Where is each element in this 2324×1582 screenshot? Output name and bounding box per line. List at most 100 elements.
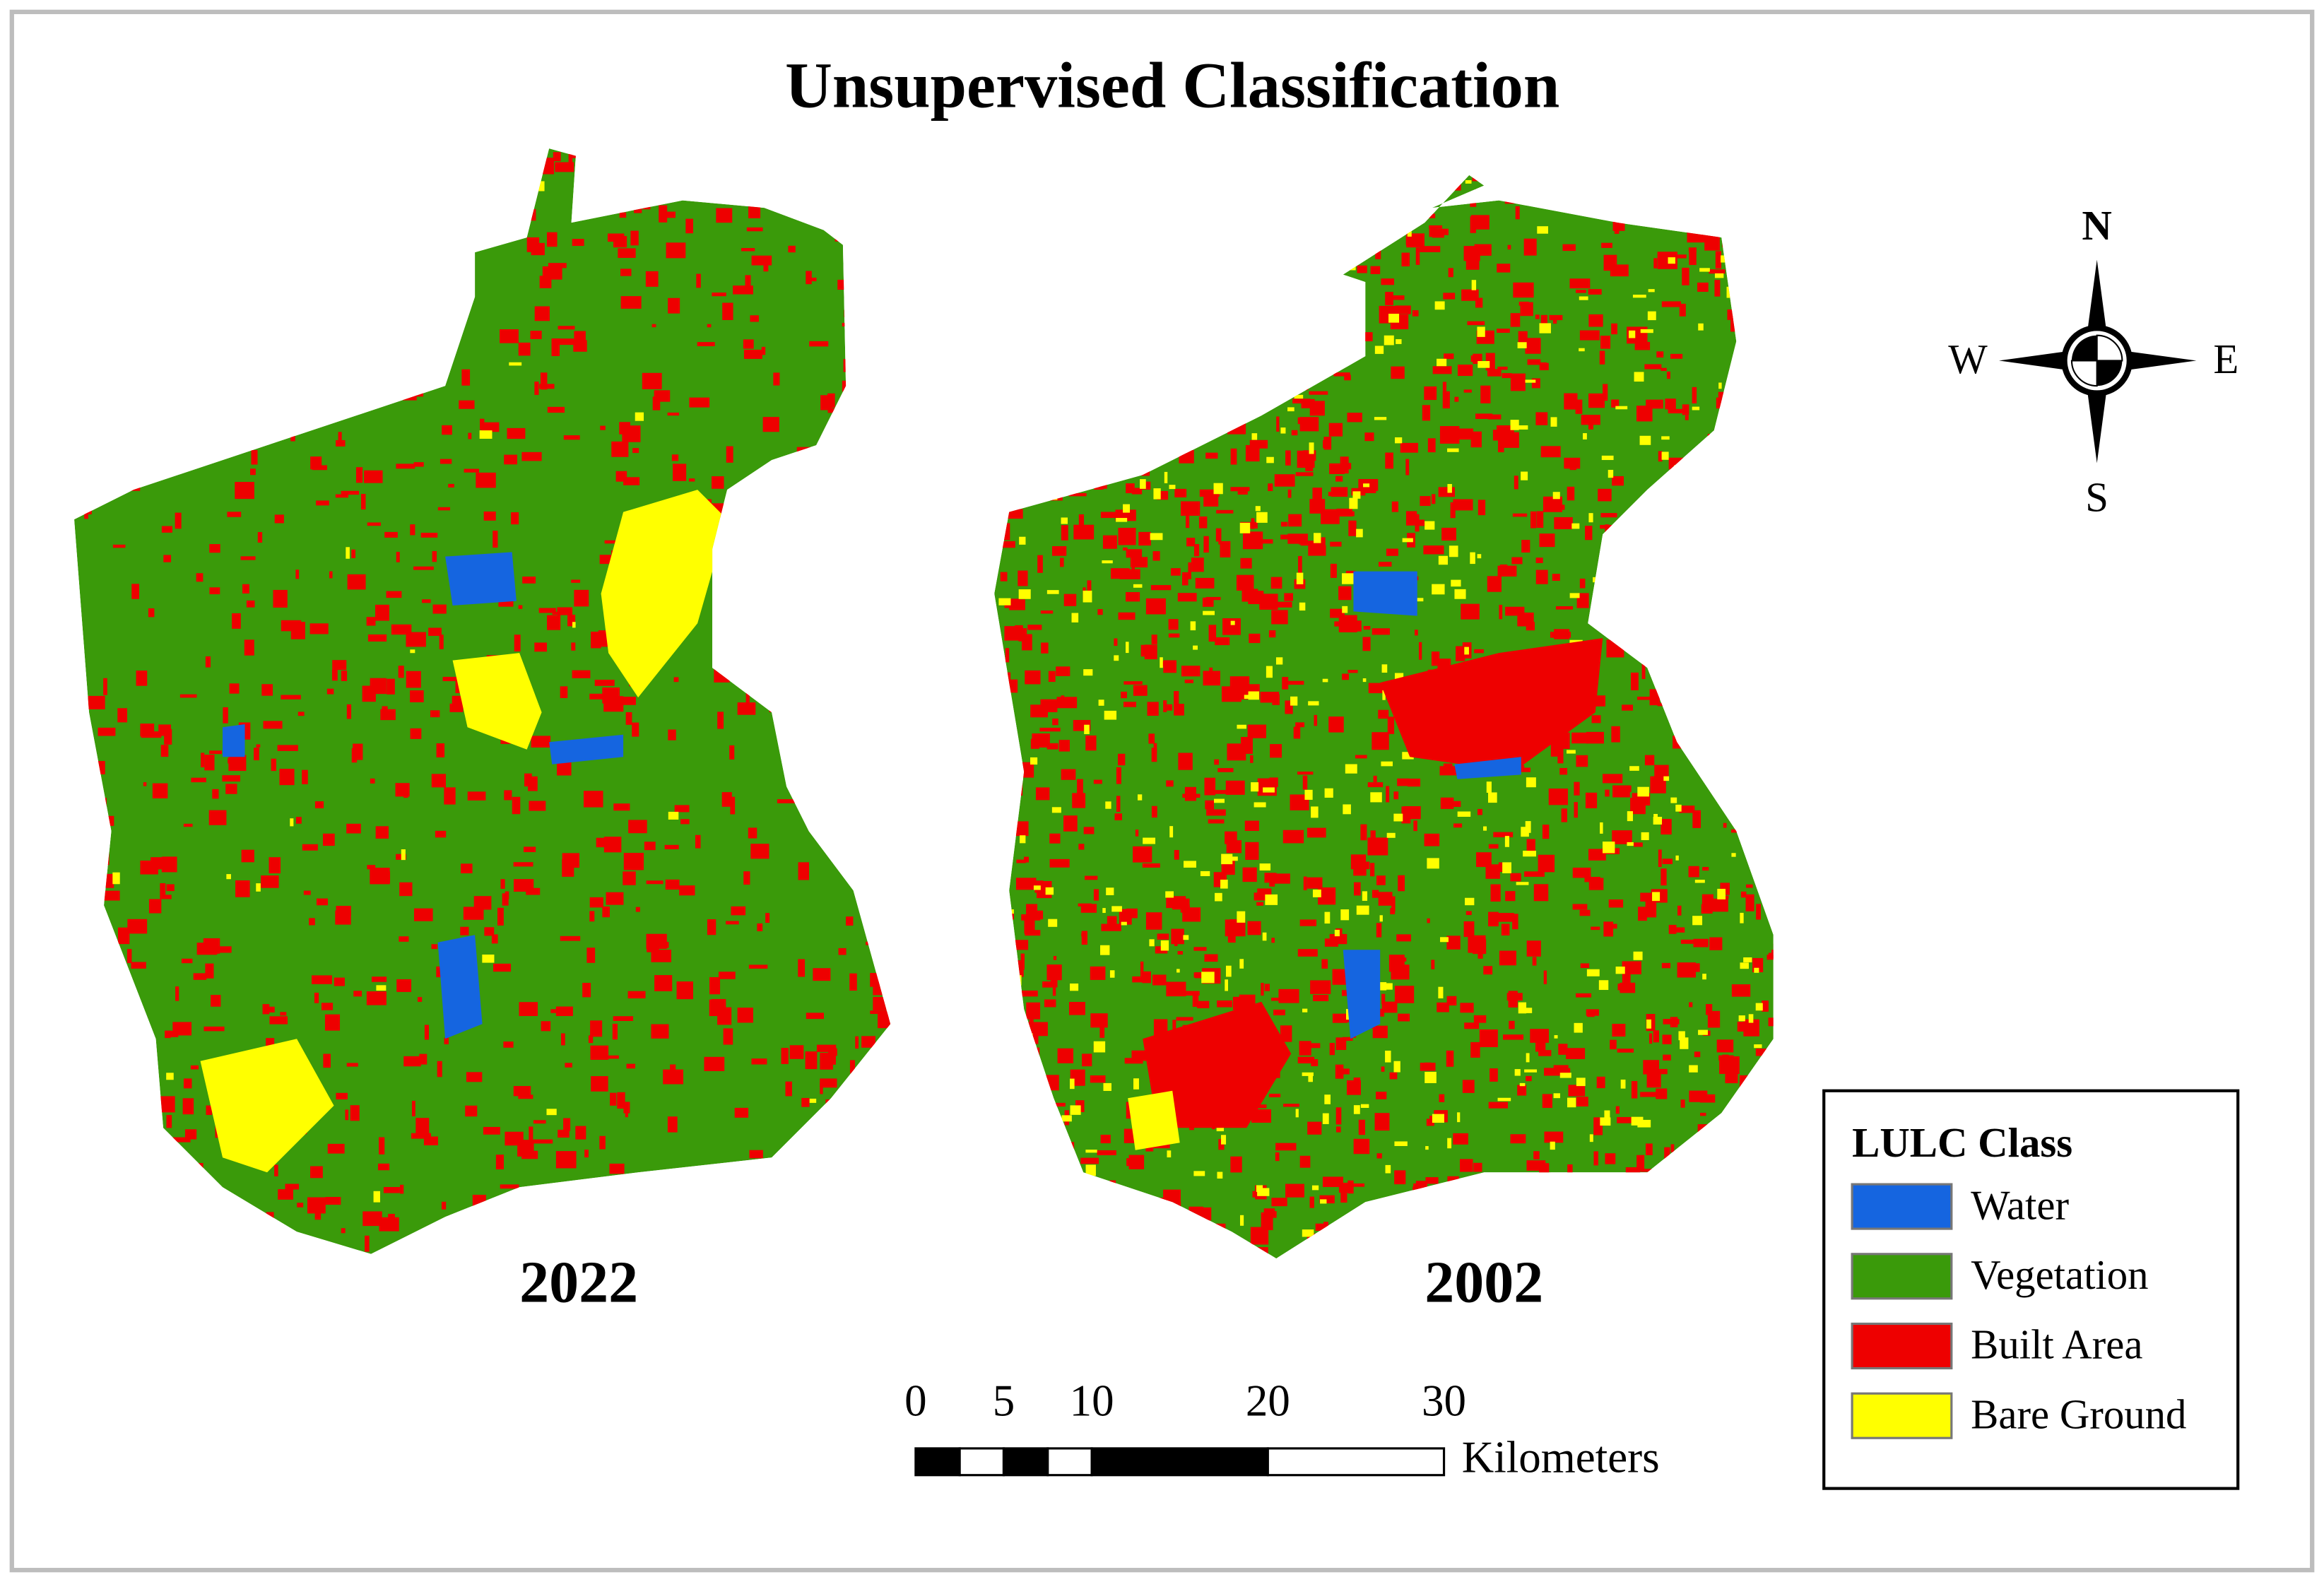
- land-cover-patch: [1535, 314, 1540, 319]
- land-cover-patch: [1114, 813, 1122, 820]
- land-cover-patch: [1039, 727, 1061, 732]
- land-cover-patch: [1608, 899, 1624, 908]
- land-cover-patch: [547, 232, 558, 247]
- land-cover-patch: [707, 919, 716, 935]
- land-cover-patch: [1093, 889, 1099, 901]
- land-cover-patch: [1052, 718, 1058, 726]
- land-cover-patch: [1114, 638, 1118, 647]
- land-cover-patch: [1266, 456, 1274, 464]
- land-cover-patch: [1189, 1126, 1194, 1131]
- land-cover-patch: [1360, 1104, 1369, 1108]
- land-cover-patch: [504, 454, 517, 465]
- land-cover-patch: [1420, 496, 1431, 507]
- land-cover-patch: [1339, 1068, 1350, 1075]
- land-cover-patch: [555, 1151, 577, 1169]
- land-cover-patch: [582, 983, 591, 998]
- land-cover-patch: [1275, 1152, 1280, 1162]
- land-cover-patch: [762, 417, 779, 432]
- land-cover-patch: [424, 1025, 430, 1040]
- land-cover-patch: [820, 1082, 823, 1094]
- land-cover-patch: [1123, 681, 1143, 685]
- compass: N S W E: [1948, 203, 2239, 520]
- land-cover-patch: [1562, 244, 1576, 252]
- land-cover-patch: [355, 467, 363, 483]
- land-cover-patch: [1098, 699, 1104, 706]
- land-cover-patch: [1203, 493, 1219, 507]
- land-cover-patch: [350, 1105, 360, 1121]
- land-cover-patch: [718, 972, 736, 979]
- land-cover-patch: [1615, 1106, 1620, 1114]
- land-cover-patch: [1140, 961, 1144, 979]
- land-cover-patch: [428, 627, 442, 636]
- land-cover-patch: [1739, 1022, 1752, 1027]
- land-cover-patch: [1689, 1065, 1698, 1073]
- land-cover-patch: [303, 890, 311, 895]
- land-cover-patch: [388, 1213, 395, 1227]
- land-cover-patch: [651, 1024, 669, 1039]
- land-cover-patch: [1239, 522, 1251, 533]
- land-cover-patch: [1193, 947, 1207, 951]
- land-cover-patch: [1254, 892, 1272, 901]
- land-cover-patch: [533, 1120, 546, 1124]
- land-cover-patch: [396, 854, 406, 860]
- land-cover-patch: [1320, 1199, 1327, 1204]
- land-cover-patch: [1576, 290, 1586, 293]
- land-cover-patch: [1372, 1025, 1388, 1039]
- land-cover-patch: [1698, 323, 1704, 331]
- land-cover-patch: [1632, 295, 1646, 298]
- land-cover-patch: [1699, 1094, 1716, 1103]
- land-cover-patch: [526, 237, 540, 252]
- land-cover-patch: [1470, 216, 1476, 233]
- land-cover-patch: [1302, 1072, 1314, 1076]
- land-cover-patch: [1287, 407, 1294, 412]
- land-cover-patch: [1049, 833, 1061, 844]
- land-cover-patch: [1427, 918, 1430, 923]
- land-cover-patch: [1702, 974, 1706, 980]
- land-cover-patch: [1188, 1206, 1204, 1215]
- land-cover-patch: [1097, 1150, 1116, 1156]
- land-cover-patch: [325, 1197, 341, 1205]
- land-cover-patch: [628, 820, 647, 834]
- land-cover-patch: [1640, 329, 1653, 333]
- land-cover-patch: [1689, 251, 1697, 266]
- land-cover-patch: [1230, 1156, 1242, 1173]
- land-cover-patch: [612, 1023, 618, 1040]
- land-cover-patch: [1111, 906, 1122, 912]
- land-cover-patch: [1045, 887, 1054, 895]
- land-cover-patch: [1516, 767, 1530, 772]
- land-cover-patch: [290, 818, 294, 827]
- land-cover-patch: [1337, 1014, 1350, 1022]
- land-cover-patch: [1186, 538, 1196, 547]
- land-cover-patch: [483, 511, 496, 521]
- land-cover-patch: [1652, 892, 1661, 902]
- land-cover-patch: [1439, 426, 1460, 444]
- land-cover-patch: [1148, 733, 1155, 744]
- land-cover-patch: [399, 882, 413, 897]
- land-cover-patch: [1487, 369, 1502, 377]
- land-cover-patch: [346, 823, 361, 834]
- land-cover-patch: [1372, 732, 1389, 750]
- land-cover-patch: [1381, 1003, 1396, 1008]
- land-cover-patch: [533, 1139, 553, 1144]
- land-cover-patch: [547, 615, 561, 630]
- land-cover-patch: [1364, 432, 1374, 442]
- land-cover-patch: [410, 690, 424, 702]
- land-cover-patch: [206, 1105, 213, 1116]
- land-cover-patch: [1566, 1048, 1586, 1059]
- land-cover-patch: [618, 248, 636, 258]
- land-cover-patch: [215, 946, 232, 953]
- land-cover-patch: [1437, 1002, 1449, 1013]
- land-cover-patch: [1470, 1041, 1480, 1058]
- land-cover-patch: [1393, 1061, 1400, 1073]
- scale-tick-label: 20: [1246, 1376, 1290, 1425]
- land-cover-patch: [117, 927, 130, 945]
- land-cover-patch: [1418, 642, 1422, 660]
- land-cover-patch: [1177, 951, 1183, 955]
- land-cover-patch: [1176, 1017, 1193, 1021]
- land-cover-patch: [1709, 269, 1726, 274]
- land-cover-patch: [1329, 1042, 1335, 1056]
- land-cover-patch: [1453, 499, 1473, 511]
- land-cover-patch: [1648, 289, 1655, 293]
- land-cover-patch: [1085, 735, 1097, 751]
- land-cover-patch: [406, 671, 421, 688]
